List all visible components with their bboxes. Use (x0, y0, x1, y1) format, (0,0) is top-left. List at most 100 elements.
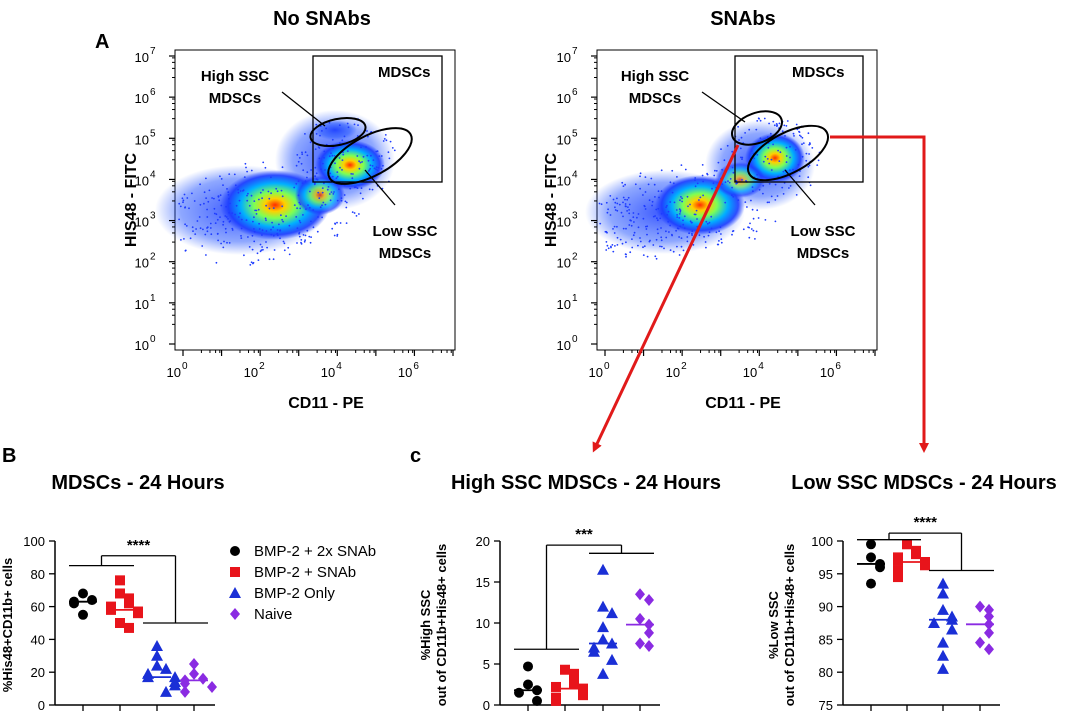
event-dot (329, 172, 332, 175)
event-dot (362, 197, 364, 200)
event-dot (794, 149, 797, 151)
y-tick-label: 60 (31, 600, 45, 615)
event-dot (710, 215, 713, 218)
event-dot (203, 191, 206, 194)
event-dot (206, 208, 209, 211)
event-dot (235, 204, 238, 207)
event-dot (676, 214, 678, 216)
event-dot (240, 237, 243, 240)
event-dot (367, 135, 369, 138)
event-dot (719, 226, 722, 229)
data-point (937, 577, 949, 589)
event-dot (201, 245, 204, 247)
event-dot (195, 228, 198, 230)
event-dot (186, 197, 189, 199)
event-dot (369, 164, 372, 167)
panel-label-c: c (410, 445, 421, 467)
event-dot (800, 135, 802, 138)
y-tick-label: 106 (556, 87, 577, 106)
event-dot (225, 231, 227, 234)
event-dot (644, 176, 647, 179)
event-dot (808, 142, 811, 144)
event-dot (369, 167, 372, 170)
event-dot (298, 231, 301, 234)
event-dot (318, 197, 321, 200)
data-point (551, 681, 561, 692)
event-dot (281, 166, 284, 169)
gate-label: MDSCs (792, 64, 845, 81)
event-dot (305, 208, 307, 211)
event-dot (208, 189, 211, 192)
legend-item: BMP-2 Only (229, 585, 335, 602)
event-dot (756, 120, 759, 122)
event-dot (703, 235, 705, 238)
event-dot (752, 217, 755, 220)
event-dot (372, 159, 375, 162)
x-tick-label: 106 (820, 361, 841, 380)
event-dot (309, 241, 312, 244)
event-dot (752, 190, 754, 193)
y-tick-label: 20 (476, 534, 490, 549)
event-dot (741, 156, 744, 159)
event-dot (609, 195, 612, 197)
event-dot (740, 156, 742, 159)
event-dot (766, 201, 769, 204)
data-point (189, 667, 199, 680)
event-dot (622, 227, 625, 230)
event-dot (628, 224, 631, 226)
event-dot (605, 201, 608, 204)
low-ssc-gate (747, 124, 829, 182)
event-dot (728, 181, 731, 184)
event-dot (622, 185, 625, 188)
event-dot (655, 208, 658, 211)
y-tick-label: 102 (556, 252, 577, 271)
event-dot (259, 243, 262, 246)
low-ssc-label-2: MDSCs (379, 245, 432, 262)
event-dot (676, 176, 678, 178)
event-dot (660, 169, 663, 172)
event-dot (654, 196, 656, 198)
event-dot (785, 155, 788, 157)
event-dot (646, 225, 649, 228)
event-dot (330, 191, 333, 194)
event-dot (756, 173, 758, 176)
event-dot (227, 218, 229, 220)
event-dot (244, 162, 247, 165)
event-dot (660, 212, 663, 215)
event-dot (316, 230, 319, 233)
event-dot (312, 209, 315, 211)
event-dot (253, 230, 256, 233)
event-dot (388, 157, 391, 160)
significance-label: **** (914, 514, 938, 531)
event-dot (328, 155, 331, 158)
event-dot (219, 194, 222, 197)
data-point (866, 578, 876, 589)
event-dot (748, 128, 751, 131)
event-dot (322, 201, 325, 204)
event-dot (634, 183, 637, 186)
event-dot (332, 193, 335, 195)
event-dot (243, 176, 246, 179)
data-point (866, 552, 876, 563)
event-dot (233, 173, 236, 176)
event-dot (778, 160, 781, 163)
event-dot (605, 241, 608, 243)
event-dot (757, 117, 760, 120)
event-dot (654, 255, 657, 258)
event-dot (665, 236, 668, 239)
event-dot (315, 133, 318, 135)
event-dot (222, 220, 225, 223)
event-dot (616, 244, 619, 246)
data-point (866, 539, 876, 550)
event-dot (216, 233, 219, 235)
event-dot (786, 120, 789, 122)
event-dot (196, 220, 199, 222)
event-dot (656, 228, 659, 231)
event-dot (712, 182, 715, 185)
event-dot (258, 222, 260, 225)
event-dot (599, 222, 602, 225)
low-ssc-pointer (364, 169, 396, 206)
event-dot (657, 190, 660, 193)
event-dot (250, 169, 253, 172)
event-dot (788, 187, 790, 189)
